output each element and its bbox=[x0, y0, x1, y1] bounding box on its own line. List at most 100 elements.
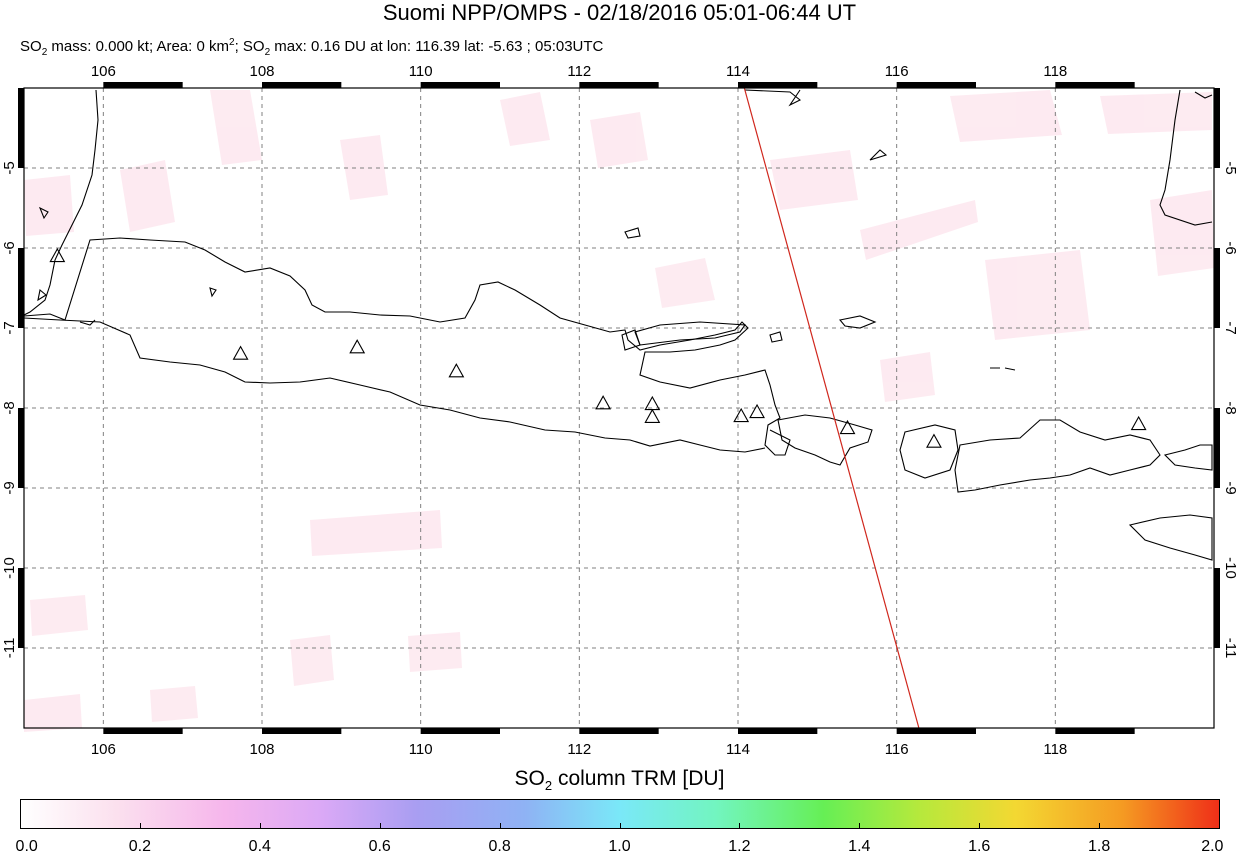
frame-segment bbox=[579, 728, 659, 734]
lon-tick-label: 116 bbox=[885, 63, 909, 80]
colorbar-tick bbox=[1219, 823, 1220, 829]
lat-tick-label: -10 bbox=[1, 557, 18, 579]
colorbar-tick bbox=[379, 823, 381, 829]
lon-tick-label: 106 bbox=[91, 63, 116, 80]
lat-tick-label: -9 bbox=[1222, 481, 1239, 494]
frame-segment bbox=[579, 82, 659, 88]
frame-segment bbox=[1214, 408, 1220, 488]
volcano-markers bbox=[49, 247, 1147, 448]
latitude-labels-right: -5 -6 -7 -8 -9 -10 -11 bbox=[1222, 161, 1239, 658]
colorbar-label: 1.0 bbox=[608, 838, 631, 855]
colorbar-label: 1.2 bbox=[728, 838, 751, 855]
volcano-icon bbox=[644, 408, 661, 423]
lon-tick-label: 114 bbox=[726, 63, 750, 80]
map-frame bbox=[18, 82, 1220, 734]
lat-tick-label: -6 bbox=[1, 241, 18, 254]
bali-coast bbox=[777, 414, 873, 466]
frame-segment bbox=[1214, 568, 1220, 648]
lat-tick-label: -9 bbox=[1, 481, 18, 494]
colorbar-label: 2.0 bbox=[1201, 838, 1224, 855]
longitude-labels-bottom: 106 108 110 112 114 116 118 bbox=[91, 741, 1067, 758]
colorbar-tick bbox=[619, 823, 621, 829]
lat-tick-label: -5 bbox=[1, 161, 18, 174]
frame-segment bbox=[262, 82, 342, 88]
satellite-orbit-track bbox=[743, 87, 920, 729]
colorbar-label: 1.6 bbox=[968, 838, 991, 855]
frame-segment bbox=[420, 82, 500, 88]
kalimantan-coast bbox=[744, 89, 802, 107]
lat-tick-label: -8 bbox=[1, 401, 18, 414]
sumba-coast bbox=[1128, 514, 1213, 561]
coastlines bbox=[23, 89, 1213, 561]
longitude-labels-top: 106 108 110 112 114 116 118 bbox=[91, 63, 1067, 80]
frame-segment bbox=[262, 728, 342, 734]
lon-tick-label: 110 bbox=[409, 63, 433, 80]
colorbar-label: 0.6 bbox=[368, 838, 391, 855]
frame-segment bbox=[1055, 82, 1135, 88]
frame-segment bbox=[896, 82, 976, 88]
madura-coast bbox=[634, 321, 747, 346]
volcano-icon bbox=[232, 345, 249, 360]
map-canvas: 106 108 110 112 114 116 118 106 108 110 112 114 116… bbox=[1, 63, 1239, 758]
frame-segment bbox=[103, 82, 183, 88]
colorbar-tick bbox=[20, 823, 21, 829]
volcano-icon bbox=[839, 419, 856, 435]
colorbar-ticks bbox=[20, 799, 1220, 829]
lombok-coast bbox=[899, 424, 959, 479]
lat-tick-label: -5 bbox=[1222, 161, 1239, 174]
frame-segment bbox=[896, 728, 976, 734]
lon-tick-label: 110 bbox=[409, 741, 433, 758]
frame-segment bbox=[18, 248, 24, 328]
lat-tick-label: -10 bbox=[1222, 557, 1239, 579]
colorbar-tick bbox=[259, 823, 261, 829]
lat-tick-label: -8 bbox=[1222, 401, 1239, 414]
lon-tick-label: 118 bbox=[1043, 741, 1067, 758]
frame-segment bbox=[420, 728, 500, 734]
sumatra-coast bbox=[23, 89, 99, 316]
colorbar-label: 1.4 bbox=[848, 838, 871, 855]
frame-segment bbox=[1214, 248, 1220, 328]
frame-segment bbox=[1055, 728, 1135, 734]
map-gridlines bbox=[24, 88, 1214, 728]
colorbar-tick bbox=[859, 823, 861, 829]
frame-segment bbox=[18, 568, 24, 648]
lat-tick-label: -7 bbox=[1, 321, 18, 334]
colorbar-tick bbox=[979, 823, 981, 829]
colorbar-label: 1.8 bbox=[1087, 838, 1111, 855]
lon-tick-label: 116 bbox=[885, 741, 909, 758]
volcano-icon bbox=[749, 403, 765, 419]
colorbar-tick bbox=[139, 823, 141, 829]
lon-tick-label: 112 bbox=[567, 741, 591, 758]
colorbar-title: SO2 column TRM [DU] bbox=[514, 767, 725, 794]
frame-segment bbox=[103, 728, 183, 734]
volcano-icon bbox=[733, 407, 750, 423]
frame-segment bbox=[1214, 88, 1220, 168]
colorbar-tick bbox=[739, 823, 741, 829]
colorbar-label: 0.4 bbox=[248, 838, 271, 855]
lat-tick-label: -11 bbox=[1, 638, 18, 659]
colorbar-tick bbox=[499, 823, 501, 829]
so2-swath-cells bbox=[24, 90, 1214, 732]
lon-tick-label: 108 bbox=[249, 741, 274, 758]
colorbar-tick bbox=[1099, 823, 1101, 829]
frame-segment bbox=[738, 82, 818, 88]
sumbawa-coast bbox=[954, 419, 1161, 493]
java-coast bbox=[23, 237, 791, 456]
volcano-icon bbox=[349, 339, 366, 354]
latitude-labels-left: -5 -6 -7 -8 -9 -10 -11 bbox=[1, 161, 18, 658]
lat-tick-label: -6 bbox=[1222, 241, 1239, 254]
map-subtitle: SO2 mass: 0.000 kt; Area: 0 km2; SO2 max… bbox=[20, 37, 604, 58]
volcano-icon bbox=[595, 395, 612, 410]
lon-tick-label: 112 bbox=[567, 63, 591, 80]
volcano-icon bbox=[1130, 415, 1147, 431]
frame-segment bbox=[738, 728, 818, 734]
map-title: Suomi NPP/OMPS - 02/18/2016 05:01-06:44 … bbox=[382, 0, 857, 25]
volcano-icon bbox=[926, 433, 942, 448]
colorbar-label: 0.0 bbox=[15, 838, 38, 855]
volcano-icon bbox=[448, 363, 465, 378]
frame-segment bbox=[18, 408, 24, 488]
lon-tick-label: 118 bbox=[1043, 63, 1067, 80]
lat-tick-label: -11 bbox=[1222, 638, 1239, 659]
lon-tick-label: 108 bbox=[249, 63, 274, 80]
lat-tick-label: -7 bbox=[1222, 321, 1239, 334]
